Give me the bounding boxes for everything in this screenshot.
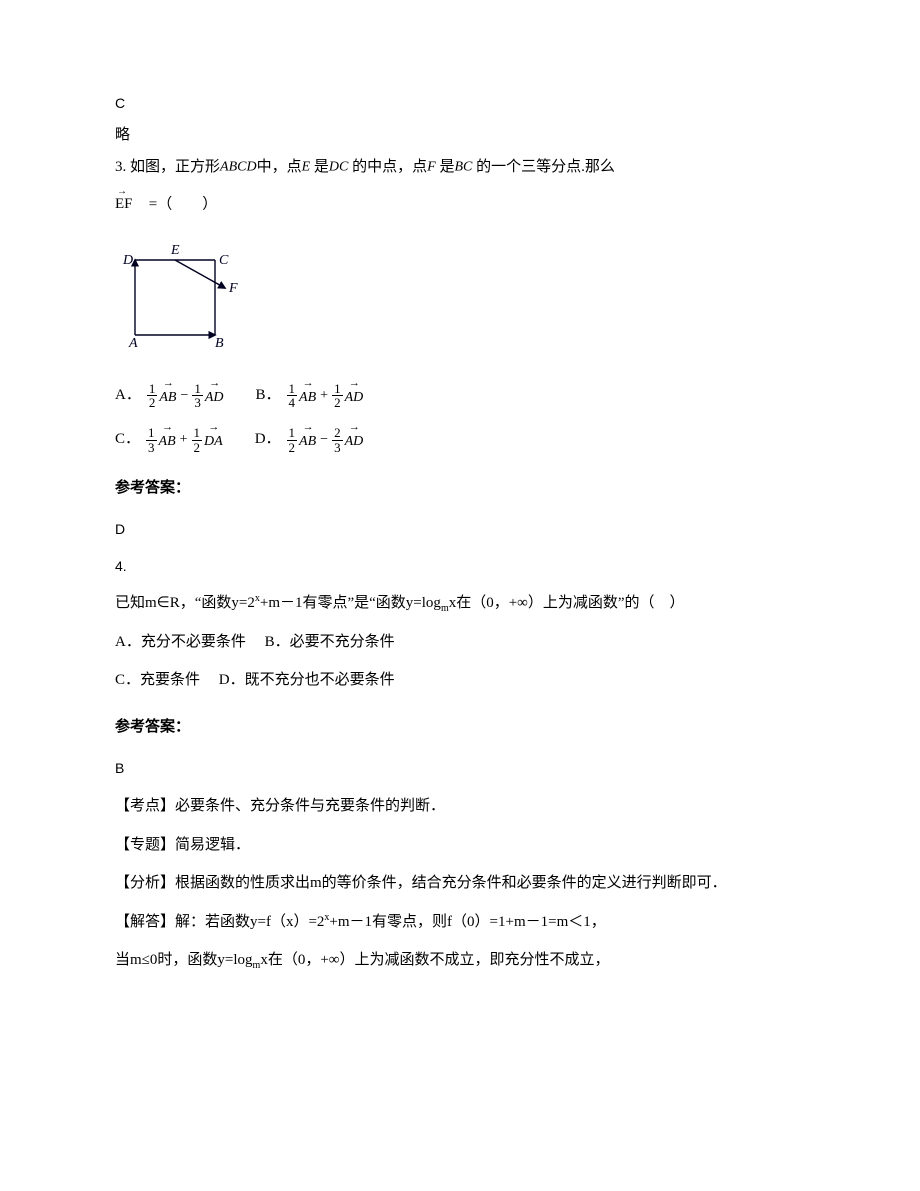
q4-fenxi: 【分析】根据函数的性质求出m的等价条件，结合充分条件和必要条件的定义进行判断即可…	[115, 869, 805, 898]
q3-answer-heading: 参考答案：	[115, 474, 805, 503]
q3-option-a[interactable]: A． 12 AB − 13 AD	[115, 381, 224, 412]
q4-kaodian: 【考点】必要条件、充分条件与充要条件的判断．	[115, 792, 805, 821]
svg-text:D: D	[122, 253, 133, 268]
q3-number: 3.	[115, 159, 126, 175]
q3-option-d[interactable]: D． 12 AB − 23 AD	[255, 425, 364, 456]
q4-number: 4.	[115, 553, 805, 580]
q3-diagram: A B C D E F	[115, 240, 805, 361]
q3-stem-line2: → EF =（ ）	[115, 186, 805, 225]
svg-text:A: A	[128, 336, 138, 350]
q3-option-c[interactable]: C． 13 AB + 12 DA	[115, 425, 223, 456]
q4-jieda-2: 当m≤0时，函数y=logmx在（0，+∞）上为减函数不成立，即充分性不成立，	[115, 946, 805, 975]
q3-options-row2: C． 13 AB + 12 DA D． 12 AB − 23 AD	[115, 425, 805, 456]
q4-option-c[interactable]: C．充要条件	[115, 672, 200, 688]
prelude-note: 略	[115, 121, 805, 150]
q4-answer-heading: 参考答案：	[115, 713, 805, 742]
text-e: E	[302, 159, 311, 174]
svg-text:C: C	[219, 253, 229, 268]
text-bc: BC	[454, 159, 472, 174]
q4-body: 已知m∈R，“函数y=2x+m－1有零点”是“函数y=logmx在（0，+∞）上…	[115, 589, 805, 618]
q4-option-a[interactable]: A．充分不必要条件	[115, 634, 246, 650]
q4-jieda-1: 【解答】解：若函数y=f（x）=2x+m－1有零点，则f（0）=1+m－1=m＜…	[115, 908, 805, 937]
svg-text:B: B	[215, 336, 224, 350]
q3-options-row1: A． 12 AB − 13 AD B． 14 AB + 12 AD	[115, 381, 805, 412]
q3-answer: D	[115, 516, 805, 543]
text-dc: DC	[329, 159, 348, 174]
q4-options-row2: C．充要条件 D．既不充分也不必要条件	[115, 666, 805, 695]
text-abcd: ABCD	[220, 159, 257, 174]
prelude-answer: C	[115, 90, 805, 117]
q4-answer: B	[115, 755, 805, 782]
q4-option-d[interactable]: D．既不充分也不必要条件	[219, 672, 395, 688]
svg-text:EF: EF	[115, 196, 133, 212]
q4-options-row1: A．充分不必要条件 B．必要不充分条件	[115, 628, 805, 657]
svg-text:E: E	[170, 243, 180, 258]
text-f: F	[427, 159, 436, 174]
q4-zhuanti: 【专题】简易逻辑．	[115, 831, 805, 860]
q3-option-b[interactable]: B． 14 AB + 12 AD	[256, 381, 364, 412]
vector-ef: → EF	[115, 186, 145, 225]
q4-option-b[interactable]: B．必要不充分条件	[265, 634, 395, 650]
svg-text:F: F	[228, 281, 238, 296]
q3-stem: 3. 如图，正方形ABCD中，点E 是DC 的中点，点F 是BC 的一个三等分点…	[115, 153, 805, 182]
